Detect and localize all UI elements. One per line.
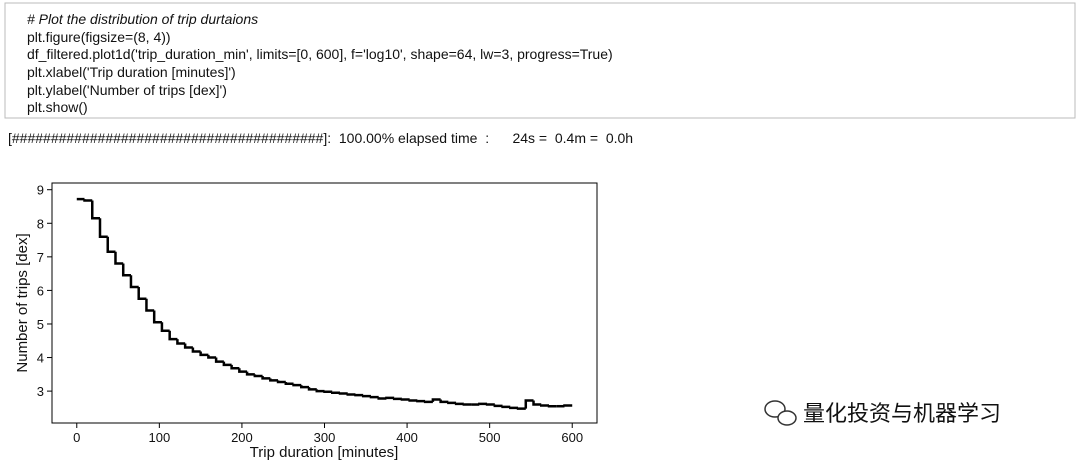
step-segment — [462, 403, 472, 406]
step-segment — [253, 374, 263, 378]
step-segment — [183, 343, 193, 349]
x-tick-label: 400 — [396, 430, 418, 445]
step-segment — [121, 263, 131, 277]
code-line: plt.xlabel('Trip duration [minutes]') — [27, 64, 236, 80]
x-tick-label: 200 — [231, 430, 253, 445]
step-segment — [98, 218, 108, 238]
step-segment — [485, 403, 495, 406]
step-segment — [245, 371, 255, 376]
step-segment — [392, 397, 402, 401]
step-segment — [431, 398, 441, 402]
step-segment — [493, 404, 503, 408]
step-segment — [338, 392, 348, 395]
step-segment — [563, 404, 573, 407]
step-segment — [238, 368, 248, 373]
watermark: 量化投资与机器学习 — [803, 401, 1001, 426]
step-segment — [532, 400, 542, 406]
step-segment — [152, 310, 162, 324]
step-segment — [509, 406, 519, 410]
step-segment — [214, 357, 224, 363]
step-segment — [261, 376, 271, 380]
step-segment — [323, 390, 333, 394]
step-segment — [330, 391, 340, 395]
code-line: plt.show() — [27, 99, 88, 115]
code-line: # Plot the distribution of trip durtaion… — [27, 11, 258, 27]
step-segment — [276, 380, 286, 384]
x-tick-label: 300 — [314, 430, 336, 445]
x-tick-label: 100 — [148, 430, 170, 445]
step-segment — [501, 405, 511, 409]
code-cell[interactable] — [4, 2, 1076, 119]
step-segment — [400, 398, 410, 401]
y-tick-label: 9 — [37, 183, 44, 198]
x-tick-label: 500 — [479, 430, 501, 445]
wechat-icon — [764, 400, 797, 426]
step-segment — [354, 393, 364, 397]
step-segment — [478, 402, 488, 406]
step-segment — [191, 347, 201, 353]
step-segment — [447, 401, 457, 405]
step-segment — [524, 399, 534, 409]
x-tick-label: 0 — [73, 430, 80, 445]
code-line: df_filtered.plot1d('trip_duration_min', … — [27, 46, 613, 62]
step-segment — [230, 364, 240, 370]
step-segment — [361, 394, 371, 398]
y-tick-label: 7 — [37, 250, 44, 265]
step-segment — [160, 322, 170, 332]
step-segment — [540, 404, 550, 407]
step-segment — [114, 251, 124, 265]
step-segment — [207, 354, 217, 359]
step-segment — [199, 351, 209, 357]
step-segment — [222, 361, 232, 367]
step-segment — [106, 236, 116, 254]
y-axis-label: Number of trips [dex] — [14, 233, 31, 372]
step-segment — [385, 396, 395, 400]
step-segment — [284, 382, 294, 385]
y-tick-label: 4 — [37, 351, 44, 366]
code-line: plt.ylabel('Number of trips [dex]') — [27, 82, 227, 98]
step-segment — [377, 397, 387, 400]
y-tick-label: 5 — [37, 317, 44, 332]
step-segment — [129, 275, 139, 289]
step-segment — [315, 389, 325, 393]
step-segment — [145, 298, 155, 312]
step-segment — [408, 399, 418, 402]
x-tick-label: 600 — [561, 430, 583, 445]
step-segment — [292, 383, 302, 387]
step-segment — [300, 385, 310, 389]
y-tick-label: 8 — [37, 216, 44, 231]
step-segment — [176, 339, 186, 345]
step-segment — [416, 399, 426, 403]
step-segment — [269, 378, 279, 382]
step-segment — [369, 395, 379, 399]
step-segment — [454, 402, 464, 406]
step-segment — [346, 393, 356, 396]
step-segment — [83, 199, 93, 202]
y-tick-label: 3 — [37, 384, 44, 399]
step-segment — [423, 400, 433, 404]
axes-frame — [51, 182, 598, 424]
step-segment — [516, 407, 526, 410]
y-tick-label: 6 — [37, 283, 44, 298]
step-segment — [137, 287, 147, 301]
step-segment — [439, 399, 449, 404]
step-segment — [307, 387, 317, 391]
step-segment — [547, 404, 557, 408]
step-segment — [168, 330, 178, 341]
code-line: plt.figure(figsize=(8, 4)) — [27, 29, 171, 45]
step-segment — [91, 200, 100, 220]
x-axis-label: Trip duration [minutes] — [250, 444, 399, 461]
progress-output: [#######################################… — [8, 130, 633, 146]
